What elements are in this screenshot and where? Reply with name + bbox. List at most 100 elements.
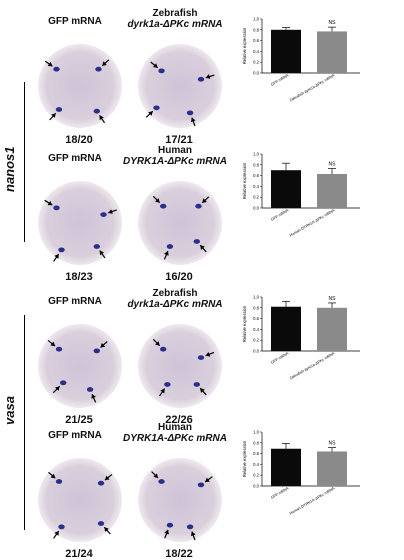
germ-cell-stain	[195, 203, 202, 209]
x-category-label: Zebrafish dyrk1a-ΔPKc mRNA	[289, 73, 336, 102]
y-tick-label: 0.2	[253, 473, 259, 478]
embryo-body	[138, 458, 222, 542]
germ-cell-stain	[97, 480, 105, 486]
germ-cell-stain	[55, 107, 63, 112]
arrow-head-icon	[190, 117, 196, 123]
panel-label-line1: Zebrafish	[152, 288, 198, 299]
germ-cell-stain	[197, 355, 205, 360]
embryo-image	[138, 324, 222, 408]
arrow-head-icon	[104, 527, 109, 532]
germ-cell-stain	[86, 387, 94, 392]
arrow-head-icon	[200, 245, 205, 250]
germ-cell-stain	[95, 66, 102, 72]
germ-cell-stain	[55, 346, 63, 352]
germ-cell-stain	[93, 348, 101, 354]
y-axis-label: Relative expression	[242, 305, 247, 342]
germ-cell-stain	[58, 247, 65, 253]
x-category-label: Human DYRK1A-ΔPKc mRNA	[289, 208, 336, 237]
arrow-head-icon	[155, 198, 160, 203]
arrow-head-icon	[54, 254, 59, 259]
y-tick-label: 0.6	[253, 316, 259, 321]
embryo-body	[38, 44, 122, 128]
germ-cell-stain	[158, 68, 165, 74]
embryo-count: 21/25	[65, 414, 93, 426]
embryo-image	[138, 44, 222, 128]
y-tick-label: 1.0	[253, 17, 259, 22]
x-category-label: GFP mRNA	[270, 73, 290, 87]
y-axis-label: Relative expression	[242, 27, 247, 64]
germ-cell-stain	[186, 524, 194, 530]
embryo-count: 16/20	[165, 271, 193, 283]
bar-control	[271, 448, 301, 486]
y-tick-label: 1.0	[253, 430, 259, 435]
expression-bar-chart: Relative expression 0.0 0.2 0.4 0.6 0.8 1.0 GFP…	[242, 430, 360, 516]
panel-label: GFP mRNA	[20, 296, 130, 307]
y-tick-label: 1.0	[253, 152, 259, 157]
bar-treatment	[317, 451, 347, 486]
expression-bar-chart: Relative expression 0.0 0.2 0.4 0.6 0.8 1.0 GFP…	[242, 17, 360, 103]
panel-label-line1: GFP mRNA	[48, 153, 102, 164]
germ-cell-stain	[158, 479, 165, 484]
arrow-head-icon	[102, 61, 107, 66]
arrow-head-icon	[100, 343, 106, 348]
y-tick-label: 0.2	[253, 60, 259, 65]
bar-treatment	[317, 307, 347, 351]
panel-label: GFP mRNA	[20, 430, 130, 441]
y-tick-label: 0.8	[253, 27, 259, 32]
bar-treatment	[317, 173, 347, 208]
embryo-body	[138, 44, 222, 128]
germ-cell-stain	[193, 382, 200, 387]
significance-label: NS	[329, 20, 337, 26]
germ-cell-stain	[186, 110, 194, 116]
germ-cell-stain	[153, 105, 160, 111]
significance-label: NS	[329, 162, 337, 168]
embryo-count: 18/20	[65, 134, 93, 146]
arrow-head-icon	[47, 61, 53, 67]
y-tick-label: 0.4	[253, 327, 259, 332]
y-tick-label: 0.8	[253, 305, 259, 310]
arrow-head-icon	[155, 341, 160, 346]
nanos1-bracket-line	[24, 82, 25, 242]
panel-label-line2: dyrk1a-ΔPKc mRNA	[127, 299, 223, 310]
germ-cell-stain	[100, 212, 107, 217]
arrow-head-icon	[205, 477, 210, 482]
x-category-label: Zebrafish dyrk1a-ΔPKc mRNA	[289, 351, 336, 380]
panel-label-line1: Human	[158, 145, 192, 156]
embryo-count: 18/23	[65, 271, 93, 283]
arrow-head-icon	[190, 531, 196, 537]
embryo-image	[38, 458, 122, 542]
embryo-image	[38, 44, 122, 128]
x-category-label: GFP mRNA	[270, 208, 290, 222]
bar-control	[271, 29, 301, 73]
nanos1-side-label: nanos1	[2, 146, 17, 192]
y-tick-label: 0.0	[253, 206, 259, 211]
arrow-head-icon	[55, 386, 60, 391]
x-category-label: Human DYRK1A-ΔPKc mRNA	[289, 486, 336, 515]
y-axis-label: Relative expression	[242, 440, 247, 477]
panel-label: GFP mRNA	[20, 16, 130, 27]
arrow-head-icon	[200, 388, 205, 393]
vasa-side-label: vasa	[2, 396, 17, 425]
germ-cell-stain	[93, 244, 101, 249]
panel-label-line2: DYRK1A-ΔPKc mRNA	[123, 433, 227, 444]
y-tick-label: 0.8	[253, 162, 259, 167]
expression-bar-chart: Relative expression 0.0 0.2 0.4 0.6 0.8 1.0 GFP…	[242, 295, 360, 381]
bar-control	[271, 306, 301, 351]
y-tick-label: 0.4	[253, 184, 259, 189]
arrow-head-icon	[99, 115, 104, 121]
panel-label-line1: GFP mRNA	[48, 430, 102, 441]
germ-cell-stain	[58, 524, 65, 530]
arrow-head-icon	[104, 475, 110, 481]
germ-cell-stain	[197, 482, 205, 488]
panel-label: Zebrafish dyrk1a-ΔPKc mRNA	[120, 8, 230, 30]
y-tick-label: 0.6	[253, 451, 259, 456]
panel-label-line1: Human	[158, 422, 192, 433]
bar-control	[271, 170, 301, 208]
germ-cell-stain	[53, 66, 60, 72]
y-tick-label: 0.6	[253, 173, 259, 178]
arrow-head-icon	[108, 209, 113, 214]
embryo-image	[38, 181, 122, 265]
y-tick-label: 0.4	[253, 49, 259, 54]
embryo-count: 17/21	[165, 134, 193, 146]
y-tick-label: 0.0	[253, 349, 259, 354]
